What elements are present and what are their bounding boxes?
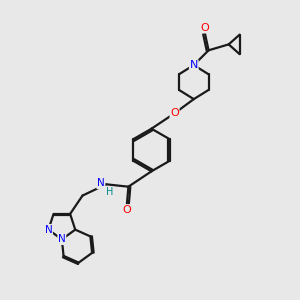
Text: N: N — [45, 225, 52, 235]
Text: N: N — [97, 178, 105, 188]
Text: O: O — [122, 205, 131, 215]
Text: O: O — [170, 108, 179, 118]
Text: N: N — [58, 234, 66, 244]
Text: O: O — [200, 23, 209, 33]
Text: N: N — [190, 60, 198, 70]
Text: H: H — [106, 187, 113, 197]
